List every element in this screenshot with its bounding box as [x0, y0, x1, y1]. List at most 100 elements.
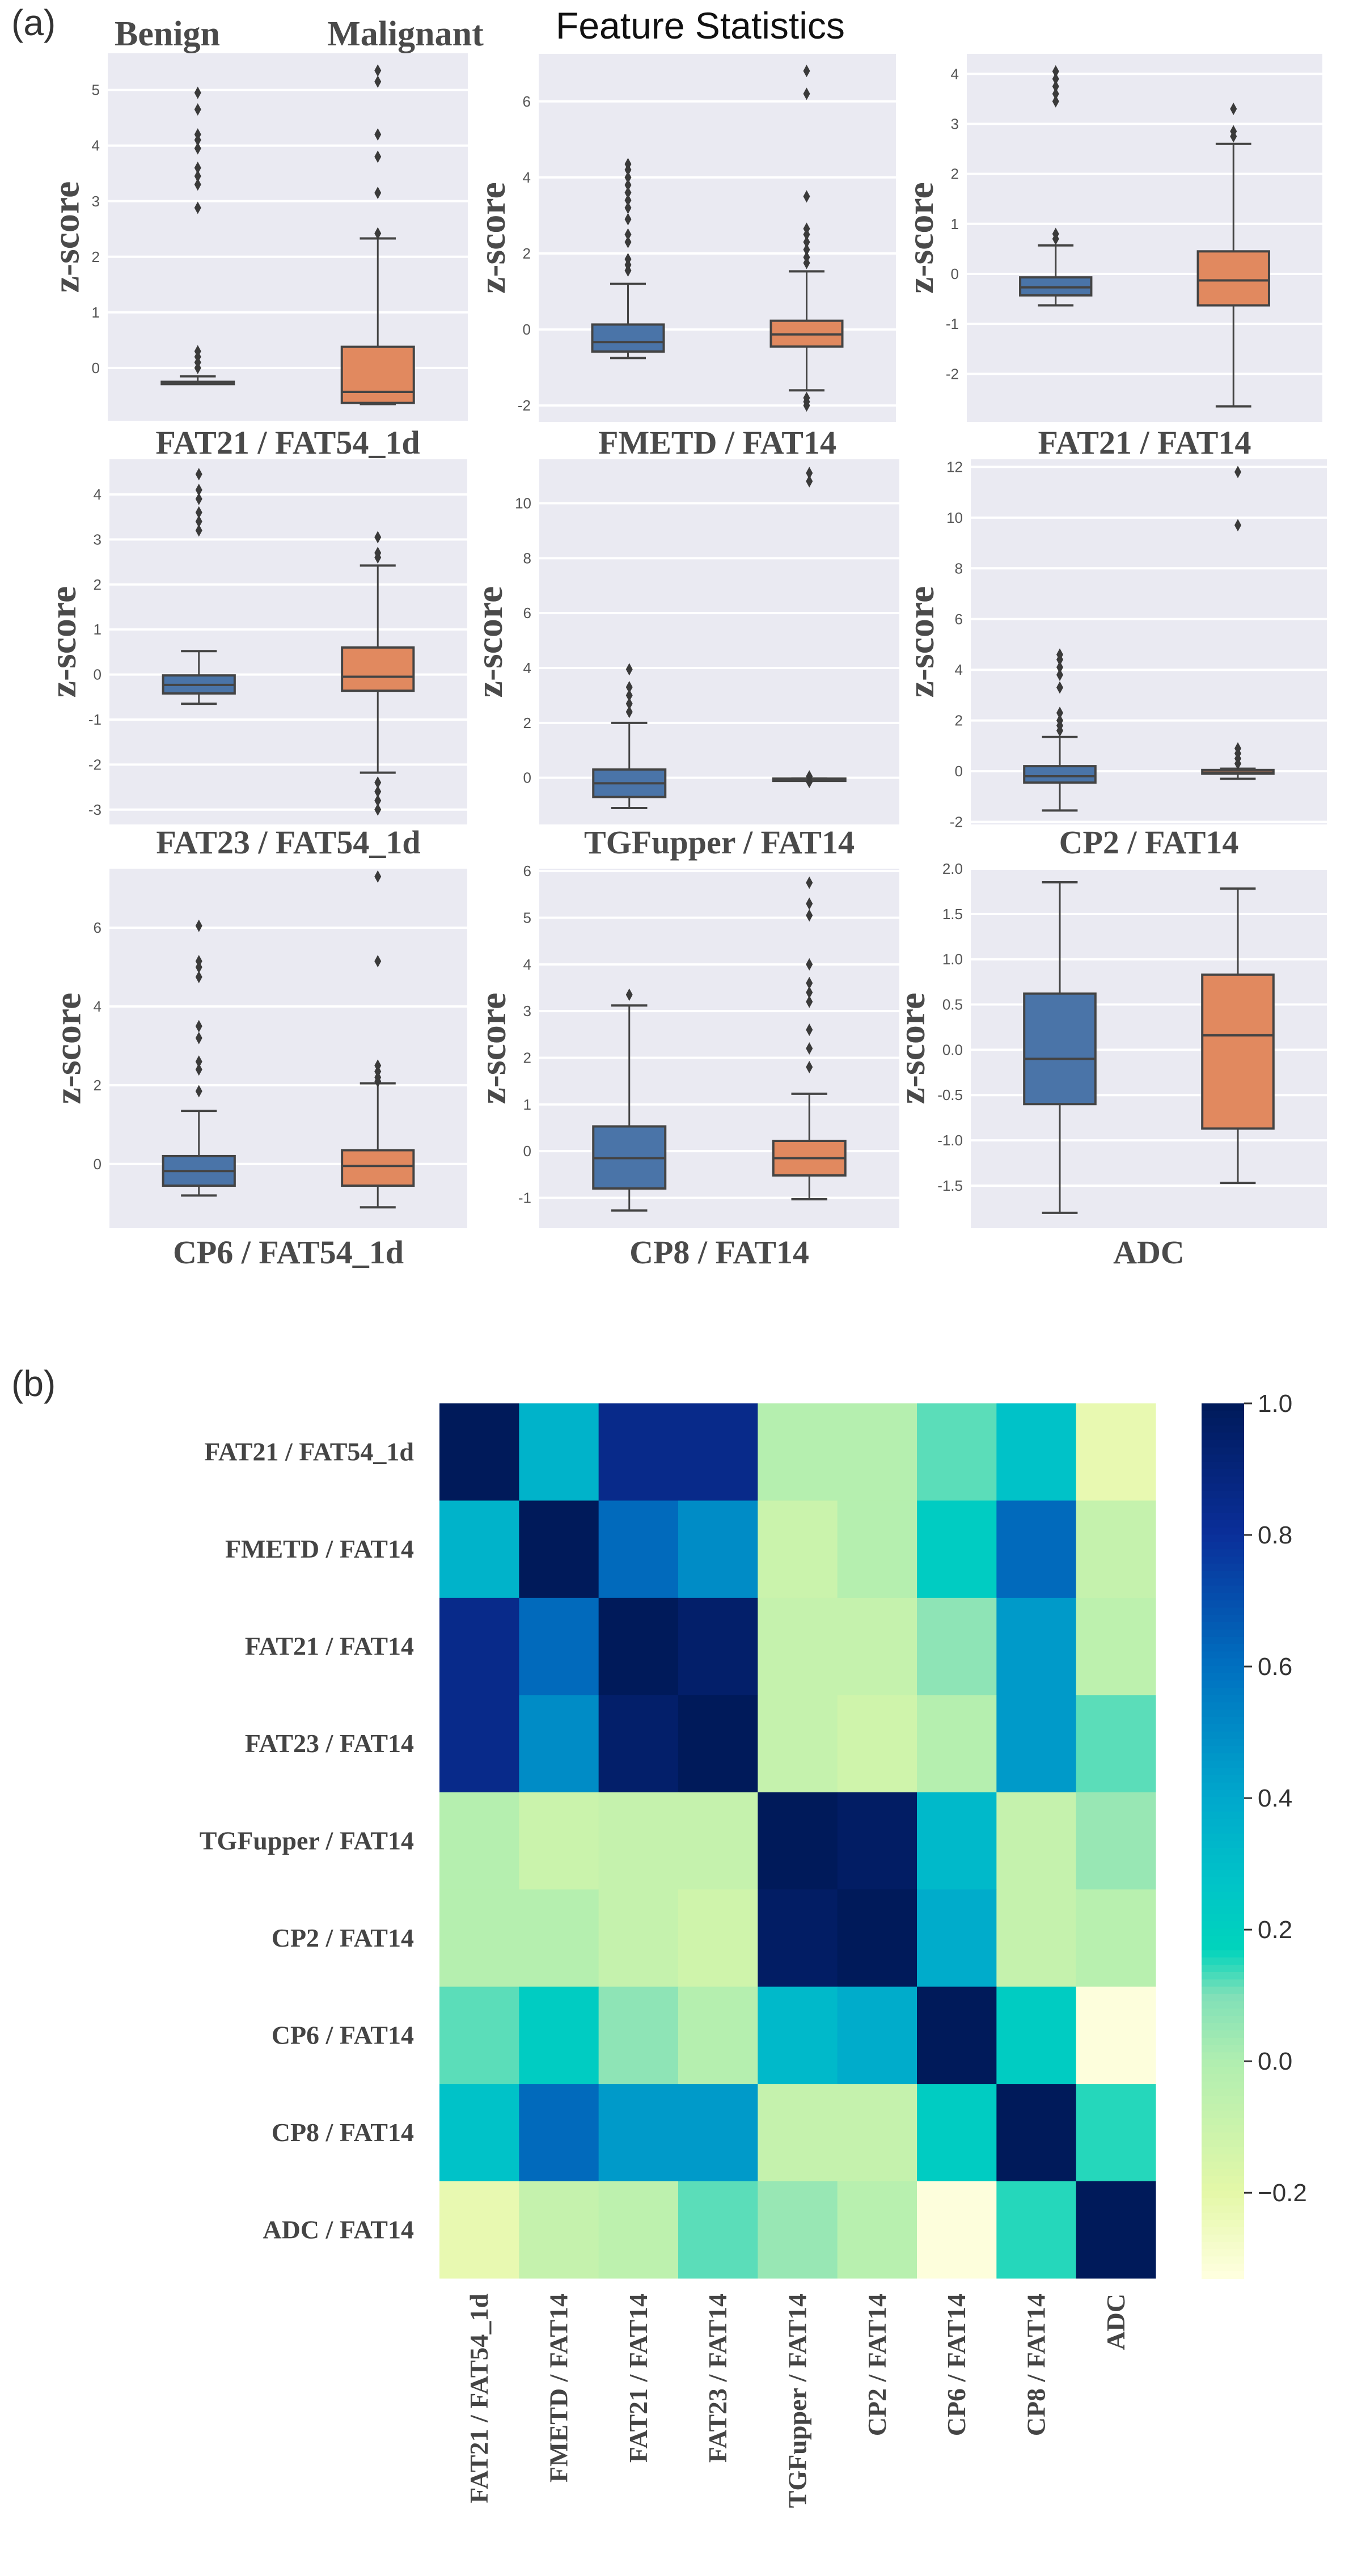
outlier-point	[195, 515, 202, 528]
colorbar-segment	[1202, 1775, 1244, 1783]
colorbar-segment	[1202, 1659, 1244, 1666]
y-tick-label: -2	[950, 814, 963, 831]
y-tick-label: 1	[951, 215, 959, 232]
heatmap-cell	[439, 1986, 519, 2084]
heatmap-cell	[917, 2084, 997, 2182]
outlier-point	[374, 187, 382, 200]
heatmap-cell	[996, 1695, 1077, 1793]
colorbar-segment	[1202, 2162, 1244, 2170]
colorbar-segment	[1202, 1914, 1244, 1922]
outlier-point	[194, 161, 201, 174]
y-axis-label: z-score	[46, 181, 87, 293]
row-label: FAT23 / FAT14	[245, 1729, 414, 1758]
heatmap-cell	[917, 1597, 997, 1695]
y-tick-label: 6	[94, 919, 102, 936]
y-tick-label: -1.5	[937, 1177, 963, 1194]
outlier-point	[374, 547, 382, 560]
outlier-point	[803, 235, 810, 248]
heatmap-cell	[758, 1597, 838, 1695]
colorbar-segment	[1202, 2125, 1244, 2133]
outlier-point	[625, 680, 633, 693]
y-tick-label: 6	[523, 93, 531, 110]
column-label: FAT21 / FAT14	[624, 2294, 653, 2463]
colorbar-segment	[1202, 1622, 1244, 1630]
heatmap-cell	[439, 1500, 519, 1598]
y-tick-label: 0	[523, 1143, 531, 1160]
y-tick-label: -3	[88, 801, 102, 818]
outlier-point	[1230, 125, 1237, 138]
heatmap-cell	[439, 1597, 519, 1695]
heatmap-cell	[598, 2084, 679, 2182]
colorbar-segment	[1202, 2139, 1244, 2148]
outlier-point	[374, 776, 382, 789]
box-malignant	[772, 467, 847, 788]
colorbar-segment	[1202, 1767, 1244, 1776]
outlier-point	[195, 468, 202, 481]
outlier-point	[194, 128, 201, 141]
column-label: FMETD / FAT14	[544, 2294, 573, 2482]
outlier-point	[195, 919, 202, 932]
colorbar-segment	[1202, 2227, 1244, 2235]
outlier-point	[195, 1055, 202, 1068]
colorbar-segment	[1202, 1739, 1244, 1747]
outlier-point	[195, 970, 202, 983]
outlier-point	[624, 194, 632, 207]
box-malignant	[772, 876, 847, 1200]
colorbar-segment	[1202, 2001, 1244, 2010]
colorbar-segment	[1202, 1476, 1244, 1484]
outlier-point	[624, 179, 632, 192]
colorbar-segment	[1202, 1899, 1244, 1907]
outlier-point	[1056, 707, 1063, 720]
colorbar-segment	[1202, 2037, 1244, 2046]
colorbar-segment	[1202, 2183, 1244, 2192]
outlier-point	[806, 897, 813, 910]
outlier-point	[806, 976, 813, 989]
heatmap-cell	[837, 1986, 917, 2084]
box-benign	[160, 86, 235, 386]
y-axis-label: z-score	[48, 993, 89, 1105]
colorbar-segment	[1202, 1892, 1244, 1900]
x-axis-title: FAT23 / FAT54_1d	[156, 824, 420, 861]
colorbar-segment	[1202, 1818, 1244, 1827]
colorbar-segment	[1202, 1461, 1244, 1470]
y-tick-label: -2	[518, 397, 531, 414]
y-tick-label: 1.0	[942, 951, 963, 968]
y-tick-label: 5	[523, 909, 531, 926]
heatmap-cell	[1076, 1792, 1156, 1890]
outlier-point	[195, 1085, 202, 1098]
heatmap-cell	[519, 1889, 599, 1987]
colorbar-segment	[1202, 2169, 1244, 2177]
y-tick-label: -1	[946, 315, 959, 332]
colorbar-segment	[1202, 2118, 1244, 2126]
y-axis-label: z-score	[472, 993, 514, 1105]
heatmap-cell	[519, 1500, 599, 1598]
outlier-point	[624, 201, 632, 214]
y-tick-label: 0.5	[942, 996, 963, 1013]
colorbar-segment	[1202, 1965, 1244, 1973]
outlier-point	[374, 64, 382, 77]
y-tick-label: 6	[523, 862, 531, 879]
colorbar-tick-label: 1.0	[1258, 1390, 1292, 1418]
outlier-point	[195, 1063, 202, 1076]
column-label: TGFupper / FAT14	[783, 2294, 812, 2508]
box-iqr	[1023, 765, 1097, 784]
y-tick-label: 2	[951, 166, 959, 183]
outlier-point	[624, 213, 632, 226]
y-tick-label: 0	[94, 1156, 102, 1173]
colorbar-segment	[1202, 1512, 1244, 1521]
y-tick-label: 0	[951, 265, 959, 282]
box-panel: -1 0 1 2 3 4 5 6 z-score CP8 / FAT14	[472, 862, 899, 1271]
x-axis-title: FAT21 / FAT54_1d	[155, 424, 420, 461]
y-tick-label: 0.0	[942, 1041, 963, 1058]
colorbar-segment	[1202, 1687, 1244, 1696]
box-iqr	[1201, 973, 1275, 1130]
colorbar-segment	[1202, 1600, 1244, 1609]
box-benign	[162, 468, 236, 705]
heatmap-cell	[519, 2181, 599, 2279]
y-tick-label: 12	[946, 458, 963, 475]
y-tick-label: 10	[946, 509, 963, 526]
plot-background	[971, 459, 1327, 824]
box-panel: -2 -1 0 1 2 3 4 z-score FAT21 / FAT14	[900, 54, 1322, 461]
outlier-point	[374, 955, 382, 968]
y-tick-label: 4	[523, 659, 531, 676]
